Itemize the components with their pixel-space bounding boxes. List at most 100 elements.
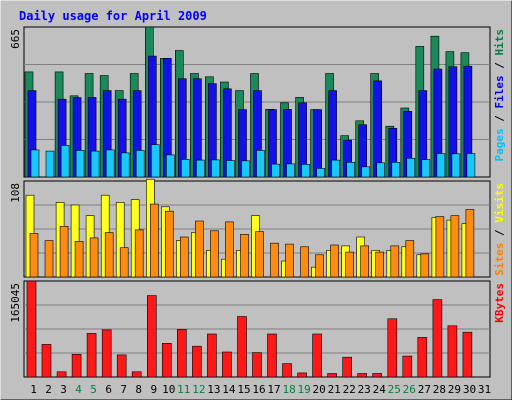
x-tick-label-21: 21 xyxy=(328,383,341,396)
bar-sites-day-6 xyxy=(104,232,114,278)
bar-pages-day-11 xyxy=(181,159,190,178)
bar-sites-day-4 xyxy=(74,241,84,278)
bar-pages-day-23 xyxy=(361,166,371,178)
x-tick-label-22: 22 xyxy=(343,383,356,396)
bar-pages-day-29 xyxy=(451,153,461,178)
y-max-label: 108 xyxy=(9,183,22,203)
bar-kbytes-day-12 xyxy=(192,345,202,378)
x-tick-label-4: 4 xyxy=(75,383,82,396)
bar-sites-day-10 xyxy=(165,210,174,278)
bar-kbytes-day-22 xyxy=(342,356,353,378)
bar-pages-day-17 xyxy=(271,163,280,178)
bar-files-day-20 xyxy=(313,109,322,178)
y-axis-title: KBytes xyxy=(493,283,506,323)
bar-sites-day-23 xyxy=(360,245,370,278)
y-axis-title: Sites / Visits xyxy=(493,183,506,276)
panel-hits-files-pages: 665 Pages / Files / Hits xyxy=(9,26,506,178)
bar-kbytes-day-7 xyxy=(116,354,127,378)
x-tick-label-30: 30 xyxy=(463,383,476,396)
axis-title-separator: / xyxy=(493,223,506,243)
bar-kbytes-day-23 xyxy=(357,373,368,378)
bar-sites-day-28 xyxy=(435,216,445,278)
x-tick-label-20: 20 xyxy=(312,383,325,396)
bar-sites-day-19 xyxy=(300,246,309,278)
bar-pages-day-24 xyxy=(376,162,386,178)
x-axis-labels: 1 2 3 4 5 6 7 8 9 10 11 12 13 14 15 16 17 18 19 20 21 22 23 24 2… xyxy=(30,383,491,396)
panel-sites-visits: 108 Sites / Visits xyxy=(9,178,506,278)
bar-sites-day-17 xyxy=(270,242,279,278)
bar-sites-day-13 xyxy=(210,230,219,278)
bar-pages-day-20 xyxy=(316,168,325,178)
bar-kbytes-day-18 xyxy=(282,363,292,378)
bar-pages-day-27 xyxy=(421,159,431,178)
bar-pages-day-28 xyxy=(436,153,446,178)
y-axis-title: Pages / Files / Hits xyxy=(493,29,506,162)
bar-sites-day-14 xyxy=(225,221,234,278)
bar-pages-day-25 xyxy=(391,162,401,178)
bar-pages-day-3 xyxy=(60,145,70,178)
bar-pages-day-22 xyxy=(346,162,356,178)
x-tick-label-1: 1 xyxy=(30,383,37,396)
bar-kbytes-day-16 xyxy=(252,352,262,378)
bar-kbytes-day-20 xyxy=(312,333,322,378)
bar-pages-day-10 xyxy=(166,154,175,178)
x-tick-label-29: 29 xyxy=(448,383,461,396)
x-tick-label-11: 11 xyxy=(177,383,190,396)
x-tick-label-14: 14 xyxy=(222,383,236,396)
bar-pages-day-9 xyxy=(151,144,160,178)
bar-sites-day-8 xyxy=(134,229,144,278)
chart-title: Daily usage for April 2009 xyxy=(19,9,207,23)
bar-sites-day-9 xyxy=(150,203,159,278)
bar-sites-day-1 xyxy=(29,233,39,278)
panel-kbytes: 165045 KBytes xyxy=(9,280,506,378)
bar-kbytes-day-26 xyxy=(402,355,413,378)
bar-kbytes-day-9 xyxy=(147,295,157,378)
x-tick-label-16: 16 xyxy=(252,383,265,396)
bar-sites-day-26 xyxy=(405,240,415,278)
bar-pages-day-4 xyxy=(75,150,85,178)
bar-sites-day-30 xyxy=(465,209,475,278)
bar-sites-day-16 xyxy=(255,231,264,278)
bar-pages-day-5 xyxy=(90,150,100,178)
bar-kbytes-day-6 xyxy=(101,329,112,378)
bar-pages-day-16 xyxy=(256,150,265,178)
bar-pages-day-21 xyxy=(331,159,340,178)
x-tick-label-17: 17 xyxy=(267,383,280,396)
x-tick-label-24: 24 xyxy=(373,383,387,396)
bar-sites-day-21 xyxy=(330,244,339,278)
bar-pages-day-30 xyxy=(466,153,476,178)
bar-sites-day-12 xyxy=(195,220,204,278)
bar-pages-day-7 xyxy=(120,152,130,178)
x-tick-label-8: 8 xyxy=(135,383,142,396)
x-tick-label-25: 25 xyxy=(388,383,401,396)
bar-sites-day-2 xyxy=(44,240,54,278)
x-tick-label-13: 13 xyxy=(207,383,220,396)
x-tick-label-27: 27 xyxy=(418,383,431,396)
bar-kbytes-day-2 xyxy=(41,344,52,378)
bar-pages-day-14 xyxy=(226,160,235,178)
bar-kbytes-day-11 xyxy=(177,328,187,378)
bar-kbytes-day-28 xyxy=(432,299,443,378)
bar-sites-day-18 xyxy=(285,243,294,278)
bar-kbytes-day-14 xyxy=(222,351,232,378)
bar-sites-day-29 xyxy=(450,215,460,278)
bar-kbytes-day-19 xyxy=(297,372,307,378)
x-tick-label-18: 18 xyxy=(282,383,295,396)
bar-kbytes-day-27 xyxy=(417,337,428,378)
bar-kbytes-day-21 xyxy=(327,373,337,378)
x-tick-label-26: 26 xyxy=(403,383,416,396)
bar-sites-day-24 xyxy=(375,251,385,278)
axis-title-part: Hits xyxy=(493,29,506,56)
bar-kbytes-day-10 xyxy=(162,342,172,378)
bar-kbytes-day-1 xyxy=(26,280,37,378)
bar-sites-day-5 xyxy=(89,237,99,278)
bar-kbytes-day-30 xyxy=(462,331,473,378)
bar-pages-day-8 xyxy=(135,150,145,178)
axis-title-part: Visits xyxy=(493,183,506,223)
axis-title-separator: / xyxy=(493,109,506,129)
bar-pages-day-1 xyxy=(30,149,40,178)
bar-kbytes-day-24 xyxy=(372,373,383,378)
chart-panels: 665 Pages / Files / Hits 108 Sites / Visits… xyxy=(9,26,506,378)
